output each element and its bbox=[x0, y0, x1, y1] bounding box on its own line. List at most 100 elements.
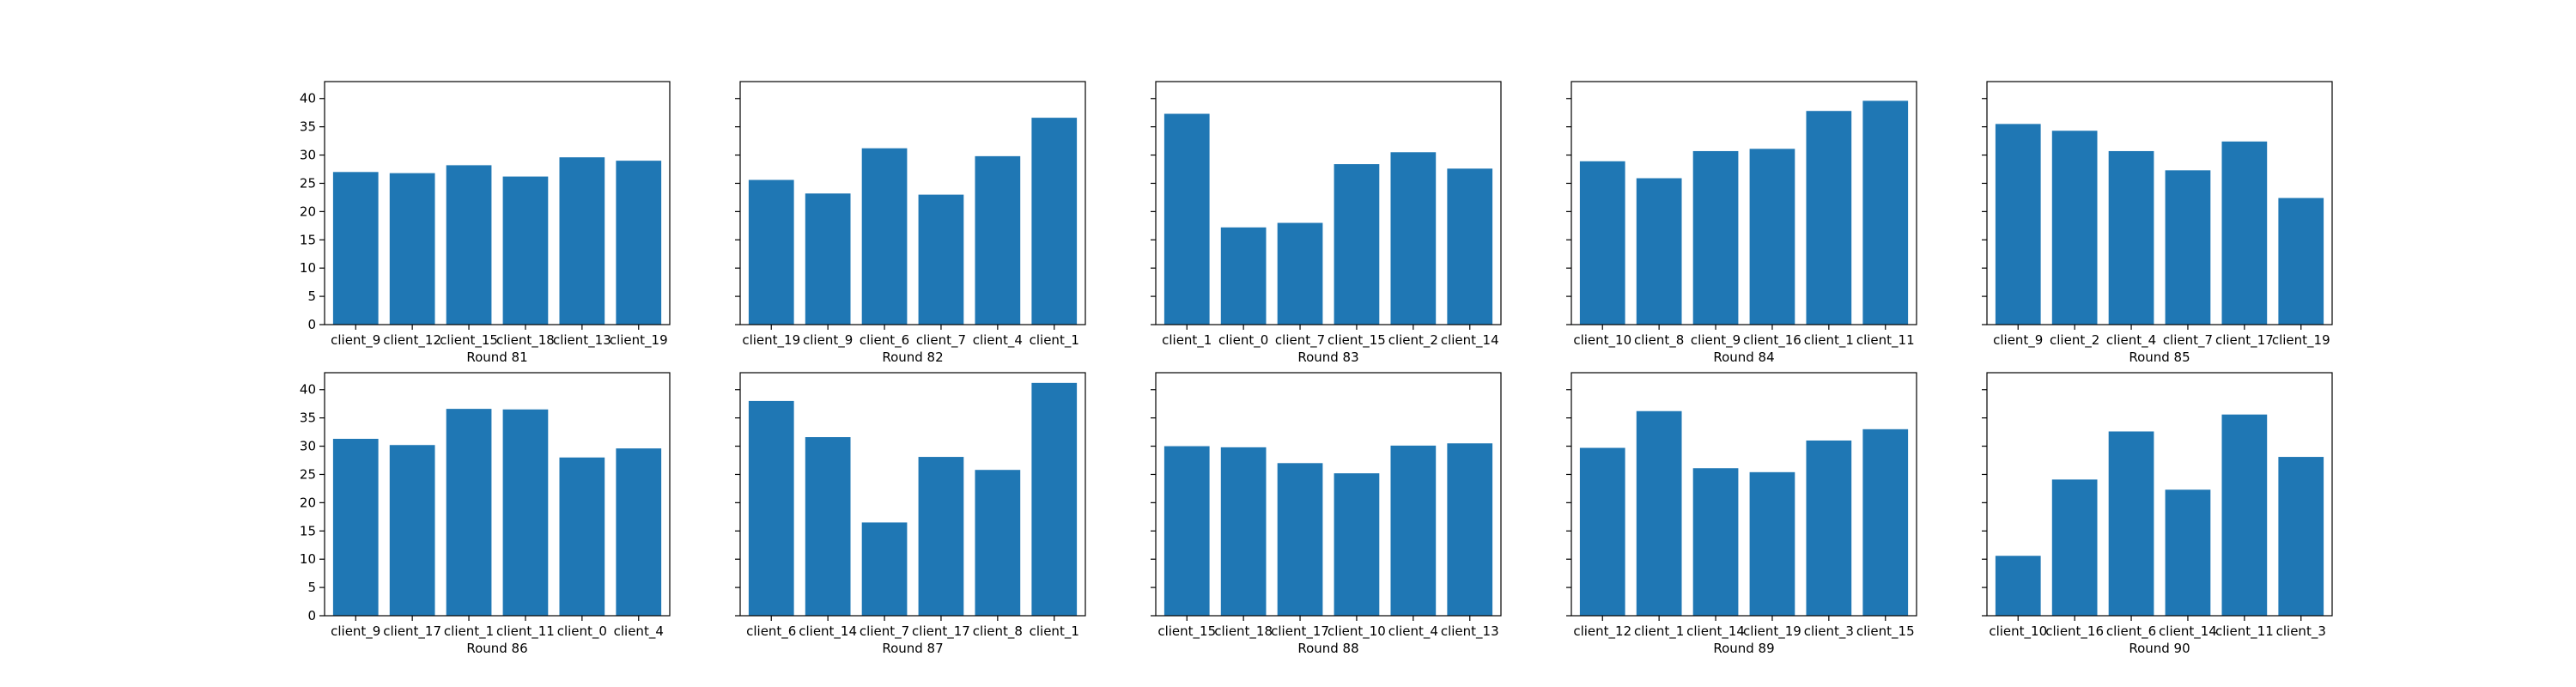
bar-client_1 bbox=[1031, 118, 1078, 325]
subplot-round-82: client_19 client_9 client_6 client_7 client_… bbox=[735, 81, 1086, 365]
x-tick-label: client_19 bbox=[742, 332, 800, 349]
bar-client_16 bbox=[1749, 149, 1795, 325]
bar-client_1 bbox=[1636, 410, 1682, 616]
bar-client_19 bbox=[616, 161, 662, 325]
y-tick-label: 20 bbox=[300, 495, 316, 510]
x-tick-label: client_17 bbox=[383, 623, 441, 640]
x-tick-label: client_0 bbox=[557, 623, 607, 640]
x-tick-label: client_17 bbox=[1271, 623, 1329, 640]
x-axis-label: Round 83 bbox=[1297, 350, 1358, 365]
bar-client_7 bbox=[2165, 170, 2211, 325]
x-tick-label: client_13 bbox=[1441, 623, 1499, 640]
x-tick-label: client_4 bbox=[614, 623, 664, 640]
x-tick-label: client_16 bbox=[1743, 332, 1801, 349]
bar-client_4 bbox=[616, 448, 662, 616]
x-tick-label: client_11 bbox=[496, 623, 555, 640]
bar-client_16 bbox=[2051, 479, 2098, 616]
x-tick-label: client_14 bbox=[2159, 623, 2217, 640]
bar-client_11 bbox=[2221, 414, 2268, 616]
bar-client_8 bbox=[1636, 178, 1682, 325]
x-tick-label: client_3 bbox=[2276, 623, 2326, 640]
y-tick-label: 10 bbox=[300, 260, 316, 276]
axes-frame bbox=[324, 81, 671, 325]
x-tick-label: client_7 bbox=[2163, 332, 2213, 349]
bar-client_17 bbox=[2221, 141, 2268, 325]
x-axis-label: Round 88 bbox=[1297, 641, 1358, 656]
y-tick-label: 30 bbox=[300, 439, 316, 454]
x-axis-label: Round 87 bbox=[882, 641, 943, 656]
subplot-round-87: client_6 client_14 client_7 client_17 client… bbox=[735, 372, 1086, 656]
x-tick-label: client_15 bbox=[440, 332, 498, 349]
x-tick-label: client_7 bbox=[860, 623, 909, 640]
bar-client_11 bbox=[502, 409, 549, 616]
x-tick-label: client_9 bbox=[331, 332, 380, 349]
x-tick-label: client_19 bbox=[2272, 332, 2330, 349]
x-tick-label: client_11 bbox=[1856, 332, 1915, 349]
y-tick-label: 20 bbox=[300, 204, 316, 219]
y-tick-label: 25 bbox=[300, 175, 316, 191]
x-axis-label: Round 82 bbox=[882, 350, 943, 365]
x-tick-label: client_4 bbox=[1388, 623, 1438, 640]
x-axis-label: Round 89 bbox=[1713, 641, 1774, 656]
x-tick-label: client_1 bbox=[1030, 332, 1079, 349]
bar-client_11 bbox=[1862, 100, 1909, 325]
x-tick-label: client_10 bbox=[1327, 623, 1386, 640]
y-tick-label: 35 bbox=[300, 410, 316, 426]
y-tick-label: 0 bbox=[307, 608, 316, 623]
bar-client_15 bbox=[1862, 429, 1909, 616]
x-tick-label: client_16 bbox=[2045, 623, 2104, 640]
x-tick-label: client_6 bbox=[860, 332, 909, 349]
axes-frame bbox=[739, 372, 1086, 617]
bar-client_9 bbox=[1995, 124, 2041, 325]
x-tick-label: client_9 bbox=[331, 623, 380, 640]
x-axis-label: Round 85 bbox=[2129, 350, 2190, 365]
bar-client_9 bbox=[332, 439, 379, 616]
y-tick-label: 25 bbox=[300, 466, 316, 482]
bar-client_4 bbox=[975, 155, 1021, 325]
axes-frame bbox=[1571, 81, 1917, 325]
bar-client_14 bbox=[805, 437, 851, 616]
x-tick-label: client_1 bbox=[1634, 623, 1684, 640]
x-tick-label: client_18 bbox=[1214, 623, 1273, 640]
bar-client_17 bbox=[389, 445, 435, 616]
y-tick-label: 30 bbox=[300, 148, 316, 163]
bar-client_3 bbox=[1806, 440, 1852, 616]
bar-client_1 bbox=[446, 409, 492, 616]
bar-client_15 bbox=[1334, 164, 1380, 325]
x-tick-label: client_1 bbox=[1162, 332, 1212, 349]
x-tick-label: client_7 bbox=[916, 332, 966, 349]
x-tick-label: client_12 bbox=[1573, 623, 1631, 640]
bar-client_15 bbox=[446, 165, 492, 325]
y-tick-label: 40 bbox=[300, 91, 316, 106]
bar-client_12 bbox=[1579, 447, 1625, 616]
x-axis-label: Round 90 bbox=[2129, 641, 2190, 656]
bar-client_7 bbox=[918, 194, 964, 325]
x-tick-label: client_18 bbox=[496, 332, 555, 349]
bar-client_6 bbox=[748, 400, 794, 616]
y-tick-label: 15 bbox=[300, 232, 316, 247]
y-tick-label: 35 bbox=[300, 119, 316, 135]
bar-client_10 bbox=[1995, 556, 2041, 616]
x-tick-label: client_10 bbox=[1989, 623, 2047, 640]
bar-client_10 bbox=[1579, 161, 1625, 325]
x-tick-label: client_8 bbox=[973, 623, 1023, 640]
axes-frame bbox=[1986, 372, 2333, 617]
bar-client_1 bbox=[1806, 111, 1852, 325]
bar-client_9 bbox=[1692, 150, 1739, 325]
x-tick-label: client_7 bbox=[1275, 332, 1325, 349]
bar-client_19 bbox=[2278, 198, 2324, 325]
bar-client_1 bbox=[1163, 113, 1210, 325]
bar-client_12 bbox=[389, 173, 435, 325]
subplot-round-85: client_9 client_2 client_4 client_7 client_1… bbox=[1982, 81, 2333, 365]
x-tick-label: client_15 bbox=[1856, 623, 1915, 640]
y-tick-label: 10 bbox=[300, 551, 316, 567]
bar-client_10 bbox=[1334, 473, 1380, 616]
bar-client_18 bbox=[1220, 447, 1267, 616]
x-tick-label: client_13 bbox=[553, 332, 611, 349]
bar-client_9 bbox=[805, 193, 851, 325]
x-tick-label: client_2 bbox=[1388, 332, 1438, 349]
x-tick-label: client_2 bbox=[2050, 332, 2099, 349]
